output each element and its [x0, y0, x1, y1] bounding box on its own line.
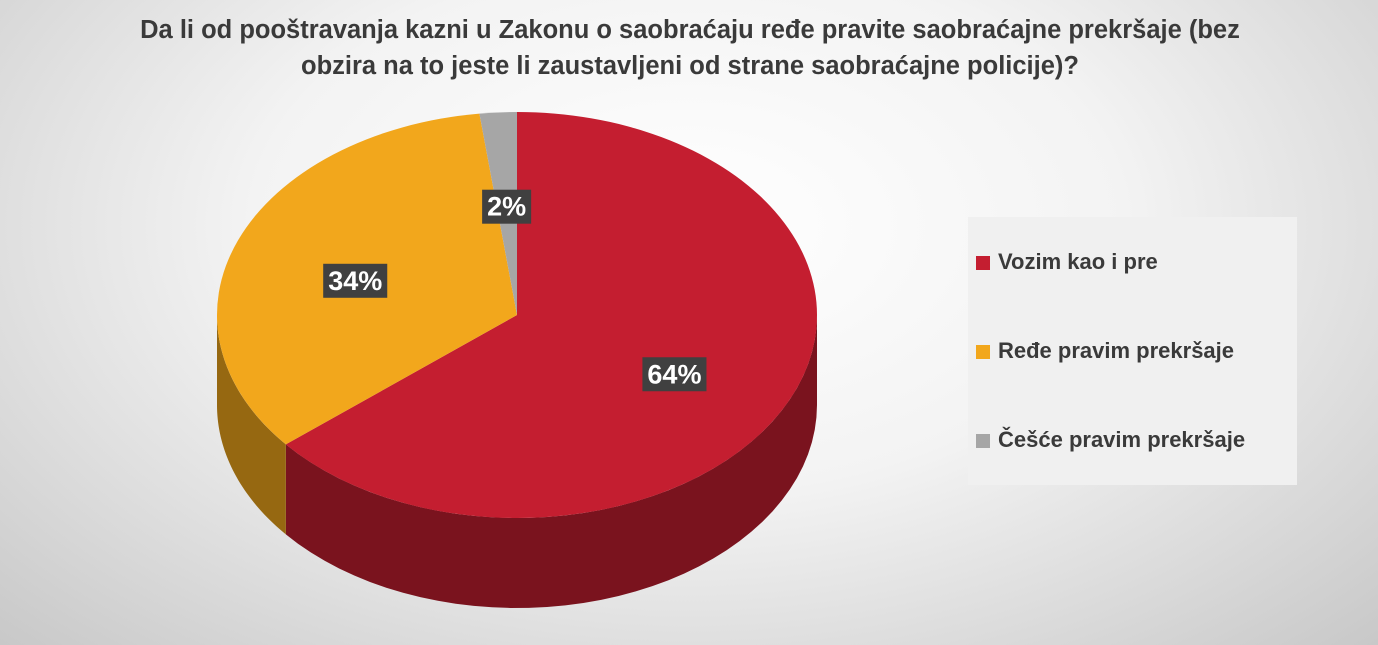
data-label: 34% [323, 263, 388, 298]
data-label-box [323, 263, 388, 298]
slice-side [217, 315, 286, 535]
data-label-text: 2% [487, 192, 526, 222]
legend-swatch [976, 256, 990, 270]
legend-label: Ređe pravim prekršaje [998, 338, 1234, 363]
data-label-box [642, 357, 707, 392]
slice [285, 112, 817, 518]
chart-title: Da li od pooštravanja kazni u Zakonu o s… [140, 16, 1240, 80]
data-label: 2% [482, 189, 532, 224]
legend-label: Vozim kao i pre [998, 249, 1158, 274]
legend-swatch [976, 345, 990, 359]
data-label-text: 34% [328, 266, 382, 296]
slice-side [285, 315, 817, 608]
legend-box [968, 217, 1297, 485]
legend-swatch [976, 434, 990, 448]
data-label-box [482, 189, 532, 224]
data-label: 64% [642, 357, 707, 392]
data-label-text: 64% [647, 359, 701, 389]
legend-label: Češće pravim prekršaje [998, 427, 1245, 452]
